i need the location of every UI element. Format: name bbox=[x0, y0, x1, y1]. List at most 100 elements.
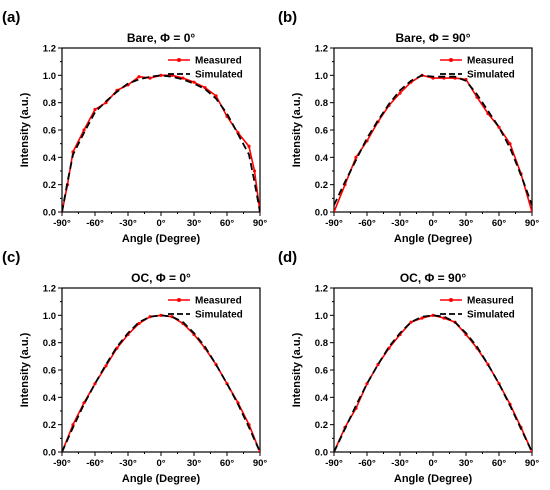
data-point bbox=[334, 210, 336, 212]
data-point bbox=[203, 86, 207, 90]
x-tick-label: 30° bbox=[459, 218, 474, 229]
data-point bbox=[214, 94, 218, 98]
y-tick-label: 1.2 bbox=[43, 284, 56, 295]
series-line-simulated bbox=[62, 74, 260, 212]
legend-label: Measured bbox=[195, 56, 242, 67]
y-tick-label: 0.2 bbox=[43, 420, 56, 431]
x-axis-label: Angle (Degree) bbox=[394, 233, 473, 245]
data-point bbox=[93, 107, 97, 112]
y-tick-label: 0.8 bbox=[43, 98, 56, 109]
data-point bbox=[252, 169, 257, 173]
y-tick-label: 0.6 bbox=[315, 366, 328, 377]
y-axis-label: Intensity (a.u.) bbox=[291, 332, 303, 407]
data-point bbox=[192, 80, 196, 84]
y-tick-label: 0.6 bbox=[43, 366, 56, 377]
legend-marker bbox=[449, 58, 453, 62]
legend-label: Simulated bbox=[467, 70, 515, 81]
data-point bbox=[104, 101, 108, 105]
data-point bbox=[247, 144, 251, 148]
y-tick-label: 0.8 bbox=[315, 98, 328, 109]
series-line-simulated bbox=[334, 74, 532, 206]
data-point bbox=[530, 450, 532, 452]
plot-area bbox=[334, 313, 532, 452]
x-tick-label: -90° bbox=[325, 218, 343, 229]
chart-title: Bare, Φ = 90° bbox=[395, 31, 470, 45]
panel-label: (c) bbox=[2, 249, 20, 266]
x-tick-label: 90° bbox=[525, 218, 540, 229]
x-tick-label: 30° bbox=[187, 458, 202, 469]
x-tick-label: 30° bbox=[187, 218, 202, 229]
y-tick-label: 0.2 bbox=[315, 180, 328, 191]
x-tick-label: 0° bbox=[156, 458, 165, 469]
x-tick-label: -30° bbox=[391, 458, 409, 469]
data-point bbox=[148, 76, 152, 80]
chart-panel-3: (c) OC, Φ = 0° -90° -60° -30° 0° 30° 60° 90° 0.0 0… bbox=[2, 249, 267, 485]
y-tick-label: 0.4 bbox=[43, 393, 57, 404]
x-tick-label: 0° bbox=[156, 218, 165, 229]
y-tick-label: 1.0 bbox=[315, 71, 328, 82]
series-line-simulated bbox=[334, 314, 532, 452]
data-point bbox=[82, 128, 86, 132]
x-tick-label: 90° bbox=[253, 458, 268, 469]
legend-marker bbox=[449, 298, 453, 302]
x-tick-label: -90° bbox=[325, 458, 343, 469]
y-tick-label: 0.0 bbox=[315, 448, 328, 459]
x-tick-label: -30° bbox=[119, 458, 137, 469]
data-point bbox=[137, 321, 141, 326]
x-tick-label: -90° bbox=[53, 218, 71, 229]
y-axis-label: Intensity (a.u.) bbox=[19, 92, 31, 167]
data-point bbox=[420, 316, 424, 320]
y-tick-label: 0.2 bbox=[43, 180, 56, 191]
x-tick-label: 60° bbox=[220, 218, 235, 229]
data-point bbox=[181, 76, 185, 80]
panel-label: (d) bbox=[278, 249, 297, 266]
legend-label: Measured bbox=[467, 296, 514, 307]
y-tick-label: 1.0 bbox=[43, 71, 56, 82]
x-tick-label: 60° bbox=[220, 458, 235, 469]
legend-label: Measured bbox=[467, 56, 514, 67]
x-tick-label: -30° bbox=[119, 218, 137, 229]
x-tick-label: 90° bbox=[525, 458, 540, 469]
data-point bbox=[82, 401, 86, 405]
x-tick-label: 90° bbox=[253, 218, 268, 229]
legend-label: Simulated bbox=[195, 70, 243, 81]
y-tick-label: 0.0 bbox=[315, 208, 328, 219]
x-axis-label: Angle (Degree) bbox=[394, 473, 473, 485]
y-tick-label: 0.8 bbox=[43, 338, 56, 349]
y-tick-label: 0.6 bbox=[315, 126, 328, 137]
chart-panel-1: (a) Bare, Φ = 0° -90° -60° -30° 0° 30° 60° 90° 0.… bbox=[2, 9, 267, 245]
y-tick-label: 0.4 bbox=[315, 393, 329, 404]
data-point bbox=[354, 155, 358, 159]
y-tick-label: 1.2 bbox=[43, 44, 56, 55]
series-line-measured bbox=[62, 314, 260, 452]
x-tick-label: 30° bbox=[459, 458, 474, 469]
y-tick-label: 0.8 bbox=[315, 338, 328, 349]
x-tick-label: -60° bbox=[358, 458, 376, 469]
plot-area bbox=[62, 73, 260, 212]
y-tick-label: 0.6 bbox=[43, 126, 56, 137]
chart-panel-2: (b) Bare, Φ = 90° -90° -60° -30° 0° 30° 60° 90° 0… bbox=[278, 9, 539, 245]
data-point bbox=[258, 450, 260, 452]
y-tick-label: 1.2 bbox=[315, 44, 328, 55]
data-point bbox=[530, 210, 532, 212]
x-tick-label: -30° bbox=[391, 218, 409, 229]
x-tick-label: 60° bbox=[492, 218, 507, 229]
x-tick-label: 60° bbox=[492, 458, 507, 469]
chart-title: OC, Φ = 90° bbox=[400, 271, 467, 285]
chart-panel-4: (d) OC, Φ = 90° -90° -60° -30° 0° 30° 60° 90° 0.0… bbox=[278, 249, 539, 485]
series-line-simulated bbox=[62, 314, 260, 452]
data-point bbox=[159, 73, 163, 77]
y-tick-label: 0.2 bbox=[315, 420, 328, 431]
y-tick-label: 1.0 bbox=[315, 311, 328, 322]
plot-area bbox=[334, 73, 532, 212]
x-axis-label: Angle (Degree) bbox=[122, 233, 201, 245]
data-point bbox=[365, 382, 369, 386]
panel-label: (a) bbox=[2, 9, 20, 26]
x-tick-label: 0° bbox=[428, 458, 437, 469]
legend-marker bbox=[177, 58, 181, 62]
data-point bbox=[137, 75, 141, 79]
x-tick-label: -60° bbox=[358, 218, 376, 229]
x-tick-label: -60° bbox=[86, 218, 104, 229]
